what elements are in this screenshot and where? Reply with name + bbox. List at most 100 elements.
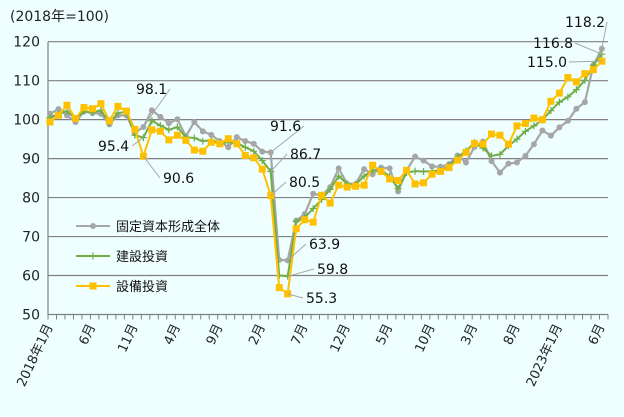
data-point bbox=[496, 150, 504, 158]
data-point bbox=[80, 104, 88, 112]
data-point bbox=[216, 140, 224, 148]
x-tick-label: 9月 bbox=[204, 322, 227, 348]
data-point bbox=[55, 106, 62, 113]
data-point bbox=[412, 153, 419, 160]
data-point bbox=[250, 140, 257, 147]
data-label: 55.3 bbox=[306, 291, 337, 307]
data-point bbox=[386, 165, 393, 172]
data-point bbox=[250, 154, 258, 162]
data-point bbox=[258, 157, 266, 165]
data-point bbox=[63, 101, 71, 109]
data-point bbox=[394, 185, 402, 193]
data-point bbox=[471, 139, 478, 147]
data-point bbox=[581, 76, 589, 84]
data-point bbox=[90, 223, 96, 229]
data-point bbox=[292, 217, 300, 225]
data-point bbox=[454, 156, 462, 164]
data-point bbox=[207, 138, 215, 146]
x-tick-label: 11月 bbox=[115, 322, 141, 355]
data-point bbox=[182, 136, 190, 144]
data-point bbox=[513, 135, 521, 143]
data-point bbox=[63, 112, 70, 119]
data-point bbox=[122, 107, 130, 115]
leader-line bbox=[142, 155, 161, 179]
data-point bbox=[369, 171, 376, 178]
x-tick-label: 8月 bbox=[501, 322, 524, 348]
data-point bbox=[190, 134, 198, 142]
data-point bbox=[521, 120, 529, 128]
data-point bbox=[463, 159, 470, 166]
data-point bbox=[309, 218, 317, 226]
leader-line bbox=[270, 153, 288, 172]
data-point bbox=[190, 146, 198, 154]
data-point bbox=[259, 148, 266, 155]
data-label: 91.6 bbox=[270, 119, 301, 135]
y-tick-label: 90 bbox=[22, 152, 40, 168]
data-point bbox=[555, 89, 563, 97]
data-point bbox=[360, 172, 368, 180]
data-point bbox=[199, 147, 207, 155]
data-point bbox=[301, 216, 309, 224]
data-point bbox=[530, 141, 537, 148]
y-tick-label: 80 bbox=[22, 191, 40, 207]
x-tick-label: 6月 bbox=[76, 322, 99, 348]
data-label: 95.4 bbox=[98, 139, 129, 155]
data-point bbox=[233, 140, 241, 148]
data-point bbox=[148, 117, 156, 125]
y-unit-label: (2018年=100) bbox=[10, 9, 109, 25]
data-point bbox=[521, 127, 529, 135]
data-point bbox=[105, 117, 113, 125]
data-point bbox=[564, 74, 572, 82]
y-tick-label: 60 bbox=[22, 269, 40, 285]
data-point bbox=[326, 185, 334, 193]
data-point bbox=[275, 284, 283, 292]
data-point bbox=[199, 137, 207, 145]
data-point bbox=[496, 169, 503, 176]
data-point bbox=[71, 114, 79, 122]
data-point bbox=[496, 131, 504, 139]
legend-label: 建設投資 bbox=[116, 249, 168, 265]
data-point bbox=[564, 117, 571, 124]
x-tick-label: 2018年1月 bbox=[15, 322, 57, 389]
data-point bbox=[462, 148, 470, 156]
y-tick-label: 50 bbox=[22, 308, 40, 324]
leader-line bbox=[287, 243, 307, 261]
legend-item-2: 設備投資 bbox=[76, 279, 168, 295]
data-point bbox=[598, 50, 606, 58]
legend-item-0: 固定資本形成全体 bbox=[76, 219, 220, 235]
data-point bbox=[420, 167, 428, 175]
data-point bbox=[547, 107, 555, 115]
data-point bbox=[208, 131, 215, 138]
data-point bbox=[538, 116, 546, 124]
data-point bbox=[258, 165, 266, 173]
data-point bbox=[377, 167, 385, 175]
leader-line bbox=[270, 125, 305, 153]
data-point bbox=[97, 100, 105, 108]
data-labels: 98.1 95.4 90.6 91.6 86.7 80.5 63.9 59.8 55.3 118.… bbox=[98, 15, 608, 307]
data-point bbox=[241, 143, 249, 151]
series-lines bbox=[46, 45, 606, 298]
data-label: 80.5 bbox=[289, 175, 320, 191]
data-point bbox=[54, 111, 62, 119]
x-tick-label: 10月 bbox=[413, 322, 439, 355]
data-point bbox=[326, 199, 334, 207]
y-tick-label: 70 bbox=[22, 230, 40, 246]
data-point bbox=[335, 165, 342, 172]
data-point bbox=[394, 176, 402, 184]
leader-line bbox=[601, 21, 608, 49]
leader-line bbox=[142, 88, 171, 128]
x-tick-label: 7月 bbox=[289, 322, 312, 348]
data-point bbox=[233, 134, 240, 141]
data-point bbox=[165, 126, 173, 134]
data-point bbox=[411, 180, 419, 188]
data-point bbox=[556, 124, 563, 131]
data-point bbox=[572, 78, 580, 86]
x-tick-label: 12月 bbox=[328, 322, 354, 355]
data-point bbox=[89, 252, 97, 260]
data-point bbox=[165, 120, 172, 127]
data-point bbox=[131, 125, 139, 133]
data-point bbox=[267, 167, 275, 175]
y-axis-ticks: 50 60 70 80 90 100 110 120 bbox=[13, 35, 40, 324]
